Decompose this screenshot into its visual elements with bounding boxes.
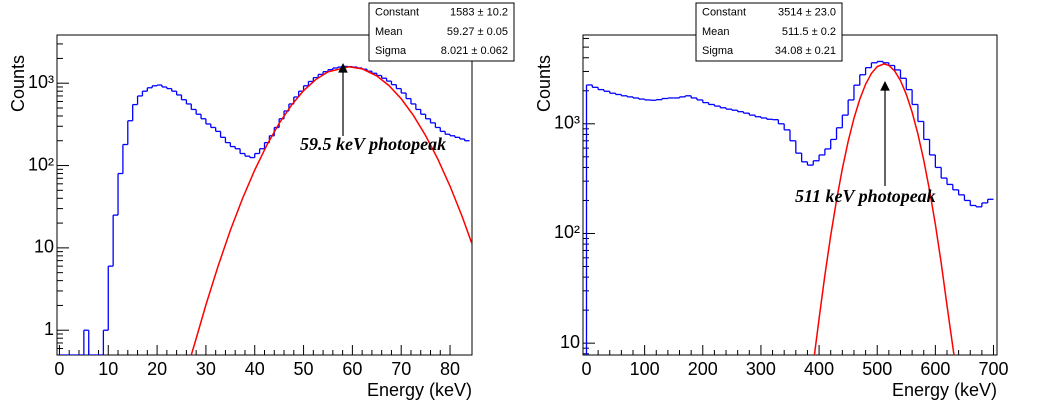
x-tick-label: 40 bbox=[245, 359, 265, 379]
x-tick-label: 70 bbox=[391, 359, 411, 379]
x-axis-title: Energy (keV) bbox=[367, 380, 472, 400]
stat-value: 59.27 ± 0.05 bbox=[447, 26, 508, 38]
fit-curve bbox=[813, 63, 955, 355]
stats-box bbox=[368, 2, 515, 62]
histogram bbox=[585, 60, 994, 355]
y-axis-title: Counts bbox=[8, 55, 28, 112]
stat-value: 34.08 ± 0.21 bbox=[775, 45, 836, 57]
x-tick-label: 600 bbox=[920, 359, 950, 379]
stats-box bbox=[695, 2, 843, 62]
x-tick-label: 500 bbox=[862, 359, 892, 379]
y-tick-label: 10 bbox=[34, 237, 54, 257]
y-tick-label: 10² bbox=[554, 222, 580, 242]
x-tick-label: 0 bbox=[54, 359, 64, 379]
stat-name: Sigma bbox=[702, 45, 734, 57]
x-tick-label: 200 bbox=[688, 359, 718, 379]
y-tick-label: 10 bbox=[560, 332, 580, 352]
x-tick-label: 10 bbox=[98, 359, 118, 379]
x-tick-label: 0 bbox=[581, 359, 591, 379]
fit-curve bbox=[190, 66, 472, 355]
x-tick-label: 300 bbox=[746, 359, 776, 379]
y-tick-label: 10² bbox=[28, 154, 54, 174]
stat-value: 1583 ± 10.2 bbox=[450, 7, 508, 19]
stat-name: Mean bbox=[375, 26, 403, 38]
stat-name: Sigma bbox=[375, 45, 407, 57]
stat-name: Mean bbox=[702, 26, 730, 38]
stat-name: Constant bbox=[702, 7, 746, 19]
x-tick-label: 100 bbox=[630, 359, 660, 379]
y-tick-label: 1 bbox=[44, 319, 54, 339]
x-tick-label: 30 bbox=[196, 359, 216, 379]
y-tick-label: 10³ bbox=[554, 113, 580, 133]
chart: 0 10 20 30 40 50 60 70 80 1 10 10² 10³ Energy (keV) Co… bbox=[8, 2, 515, 400]
histogram bbox=[59, 65, 470, 355]
stat-value: 511.5 ± 0.2 bbox=[782, 26, 836, 38]
chart: 0 100 200 300 400 500 600 700 10 10² 10³ Energy (ke… bbox=[534, 2, 1009, 400]
y-tick-label: 10³ bbox=[28, 72, 54, 92]
x-tick-label: 400 bbox=[804, 359, 834, 379]
annotation: 511 keV photopeak bbox=[795, 186, 936, 206]
x-tick-label: 20 bbox=[147, 359, 167, 379]
stat-value: 8.021 ± 0.062 bbox=[441, 45, 508, 57]
y-axis-title: Counts bbox=[534, 55, 554, 112]
stat-value: 3514 ± 23.0 bbox=[778, 7, 836, 19]
x-tick-label: 60 bbox=[342, 359, 362, 379]
x-tick-label: 700 bbox=[978, 359, 1008, 379]
plot-frame bbox=[56, 34, 473, 356]
x-axis-title: Energy (keV) bbox=[892, 380, 997, 400]
annotation: 59.5 keV photopeak bbox=[300, 134, 446, 154]
x-tick-label: 50 bbox=[294, 359, 314, 379]
x-tick-label: 80 bbox=[440, 359, 460, 379]
stat-name: Constant bbox=[375, 7, 419, 19]
